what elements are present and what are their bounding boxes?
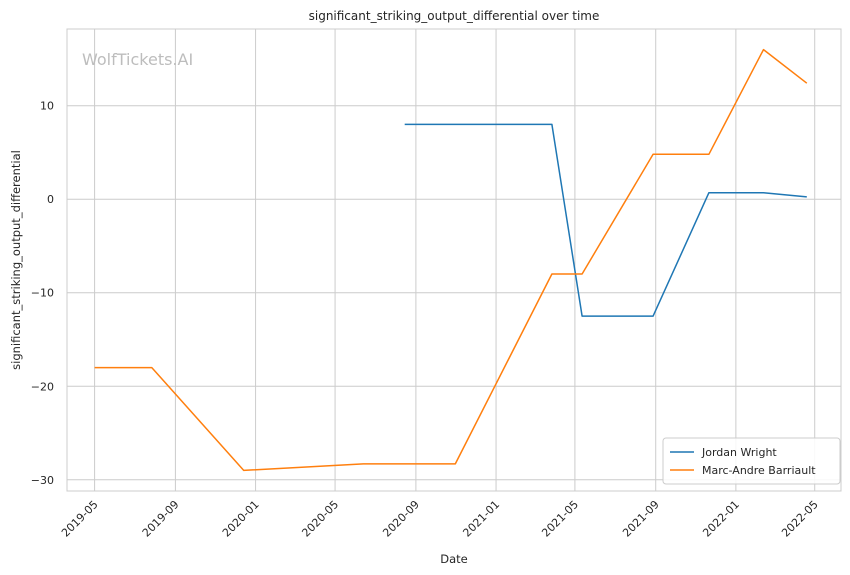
y-tick-label: −20 — [31, 380, 54, 393]
chart-title: significant_striking_output_differential… — [309, 9, 600, 23]
y-tick-label: 0 — [47, 193, 54, 206]
x-tick-label: 2019-09 — [140, 498, 182, 540]
y-axis-ticks: −30 −20 −10 0 10 — [31, 100, 54, 487]
plot-frame — [66, 28, 842, 492]
x-tick-label: 2020-01 — [220, 498, 262, 540]
x-tick-label: 2019-05 — [59, 498, 101, 540]
x-tick-label: 2021-01 — [460, 498, 502, 540]
y-gridlines — [67, 105, 841, 481]
legend-label-1: Marc-Andre Barriault — [702, 464, 816, 477]
x-tick-label: 2020-05 — [299, 498, 341, 540]
x-axis-ticks: 2019-05 2019-09 2020-01 2020-05 2020-09 2021-… — [59, 498, 821, 540]
x-axis-title: Date — [440, 552, 468, 566]
y-tick-label: −10 — [31, 287, 54, 300]
series-lines — [94, 48, 808, 472]
legend-label-0: Jordan Wright — [701, 446, 777, 459]
x-tick-label: 2020-09 — [380, 498, 422, 540]
plot-background — [67, 29, 841, 491]
y-tick-label: −30 — [31, 474, 54, 487]
legend-box — [662, 437, 841, 485]
x-tick-label: 2021-05 — [539, 498, 581, 540]
y-axis-title: significant_striking_output_differential — [9, 150, 23, 370]
legend: Jordan Wright Marc-Andre Barriault — [662, 437, 841, 485]
x-tick-label: 2022-01 — [700, 498, 742, 540]
series-line-1 — [94, 48, 808, 472]
y-tick-label: 10 — [40, 100, 54, 113]
series-line-0 — [404, 123, 807, 317]
x-tick-label: 2022-05 — [779, 498, 821, 540]
watermark: WolfTickets.AI — [82, 50, 193, 69]
x-tick-label: 2021-09 — [620, 498, 662, 540]
